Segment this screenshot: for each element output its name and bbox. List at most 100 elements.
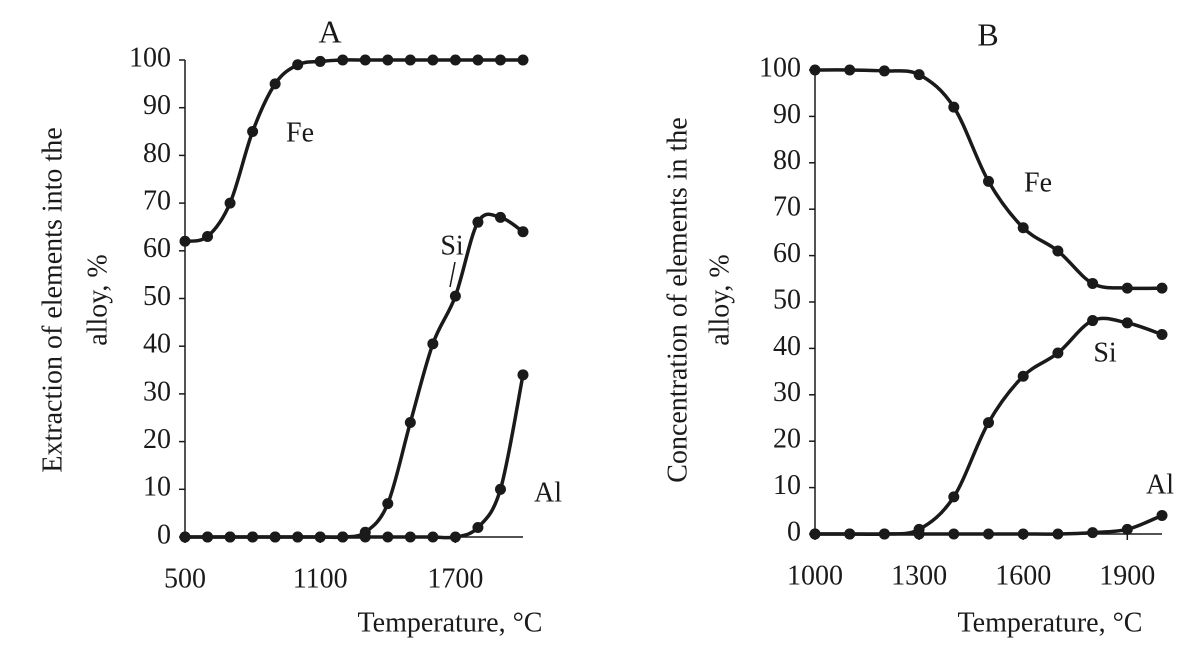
data-point	[314, 531, 326, 543]
data-point	[517, 226, 529, 238]
series-line	[185, 212, 525, 540]
data-point	[404, 54, 416, 66]
x-tick-label: 1700	[427, 563, 483, 594]
y-tick-label: 80	[773, 145, 801, 176]
data-point	[809, 64, 821, 76]
data-point	[1087, 277, 1099, 289]
data-point	[948, 491, 960, 503]
data-point	[314, 55, 326, 67]
x-tick-label: 1300	[891, 560, 947, 591]
data-point	[404, 531, 416, 543]
data-point	[224, 197, 236, 209]
series-line	[184, 58, 523, 243]
data-point	[948, 528, 960, 540]
x-tick-label: 1100	[293, 563, 348, 594]
data-point	[247, 126, 259, 138]
data-point	[1121, 523, 1133, 535]
data-point	[382, 54, 394, 66]
data-point	[1017, 528, 1029, 540]
data-point	[1052, 245, 1064, 257]
y-tick-label: 20	[773, 424, 801, 455]
series-label: Si	[1093, 337, 1117, 368]
data-point	[948, 101, 960, 113]
data-point	[983, 175, 994, 187]
data-point	[1121, 317, 1133, 329]
data-point	[1121, 282, 1133, 294]
y-axis-label: alloy, %	[704, 254, 735, 346]
x-axis-label: Temperature, °C	[358, 607, 543, 638]
data-point	[472, 216, 484, 228]
data-point	[878, 65, 890, 77]
data-point	[179, 235, 191, 247]
series-label: Al	[534, 477, 562, 508]
y-tick-label: 30	[773, 377, 801, 408]
data-point	[472, 54, 484, 66]
data-point	[382, 498, 394, 510]
data-point	[472, 521, 484, 533]
y-tick-label: 80	[143, 138, 171, 169]
y-tick-label: 10	[773, 470, 801, 501]
y-tick-label: 10	[143, 472, 171, 503]
y-tick-label: 40	[143, 329, 171, 360]
data-point	[404, 417, 416, 429]
data-point	[517, 54, 529, 66]
y-tick-label: 100	[759, 52, 801, 83]
x-tick-label: 1900	[1099, 560, 1155, 591]
data-point	[809, 528, 821, 540]
data-point	[983, 417, 994, 429]
series-label: Fe	[286, 117, 314, 148]
data-point	[449, 290, 461, 302]
data-point	[269, 531, 281, 543]
x-tick-label: 1000	[787, 560, 843, 591]
data-point	[449, 531, 461, 543]
y-tick-label: 50	[143, 281, 171, 312]
data-point	[224, 531, 236, 543]
data-point	[494, 483, 506, 495]
chart-title: B	[977, 16, 998, 52]
data-point	[247, 531, 259, 543]
y-axis-label: Extraction of elements into the	[37, 127, 68, 472]
y-tick-label: 40	[773, 331, 801, 362]
y-tick-label: 100	[129, 42, 171, 73]
data-point	[913, 69, 925, 81]
data-point	[1052, 528, 1064, 540]
data-point	[427, 338, 439, 350]
data-point	[337, 531, 349, 543]
data-point	[494, 211, 506, 223]
y-tick-label: 60	[143, 233, 171, 264]
x-axis-label: Temperature, °C	[958, 607, 1143, 638]
series-label: Al	[1146, 469, 1174, 500]
data-point	[1087, 527, 1099, 539]
y-tick-label: 70	[773, 192, 801, 223]
data-point	[844, 64, 856, 76]
y-tick-label: 20	[143, 424, 171, 455]
data-point	[913, 528, 925, 540]
data-point	[382, 531, 394, 543]
data-point	[844, 528, 856, 540]
x-tick-label: 500	[164, 563, 206, 594]
leader-line	[449, 261, 456, 288]
y-tick-label: 70	[143, 186, 171, 217]
data-point	[449, 54, 461, 66]
data-point	[427, 531, 439, 543]
data-point	[1052, 347, 1064, 359]
data-point	[202, 531, 214, 543]
data-point	[983, 528, 994, 540]
x-tick-label: 1600	[995, 560, 1051, 591]
y-tick-label: 60	[773, 238, 801, 269]
y-axis-label: Concentration of elements in the	[662, 117, 693, 482]
data-point	[292, 531, 304, 543]
data-point	[359, 54, 371, 66]
data-point	[1156, 282, 1168, 294]
data-point	[427, 54, 439, 66]
y-tick-label: 30	[143, 376, 171, 407]
data-point	[878, 528, 890, 540]
y-tick-label: 0	[787, 516, 801, 547]
y-axis-label: alloy, %	[82, 254, 113, 346]
y-tick-label: 90	[143, 90, 171, 121]
y-tick-label: 90	[773, 99, 801, 130]
series-line	[185, 374, 525, 540]
data-point	[292, 59, 304, 71]
data-point	[517, 369, 529, 381]
